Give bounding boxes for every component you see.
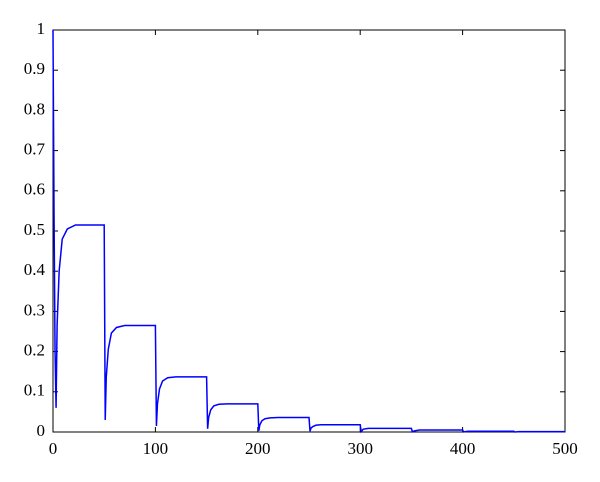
y-tick-label: 0.8	[24, 99, 45, 118]
y-tick-label: 1	[37, 19, 46, 38]
x-tick-label: 500	[552, 439, 578, 458]
y-tick-label: 0.7	[24, 140, 46, 159]
y-tick-label: 0.3	[24, 300, 45, 319]
x-tick-label: 200	[245, 439, 271, 458]
y-tick-label: 0.6	[24, 180, 45, 199]
y-tick-label: 0.4	[24, 260, 46, 279]
x-tick-label: 300	[347, 439, 373, 458]
x-tick-label: 400	[450, 439, 476, 458]
x-tick-label: 100	[143, 439, 169, 458]
data-line	[52, 29, 565, 434]
y-tick-label: 0	[37, 421, 46, 440]
y-tick-label: 0.5	[24, 220, 45, 239]
y-tick-label: 0.2	[24, 341, 45, 360]
y-tick-label: 0.9	[24, 59, 45, 78]
x-tick-label: 0	[49, 439, 58, 458]
y-tick-label: 0.1	[24, 381, 45, 400]
plot-frame	[52, 29, 566, 433]
